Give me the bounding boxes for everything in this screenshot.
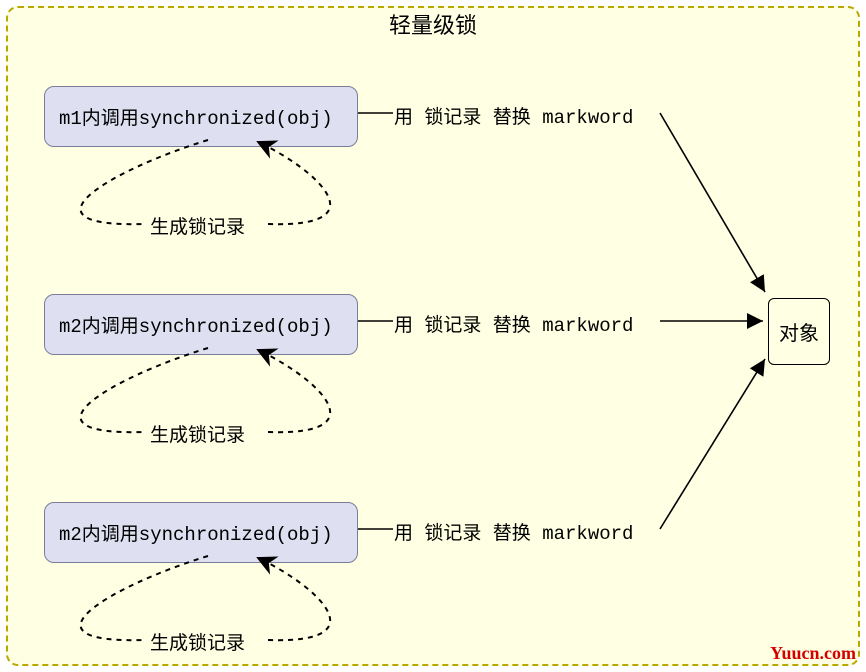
diagram-title: 轻量级锁 <box>0 8 866 40</box>
target-object: 对象 <box>768 298 830 365</box>
node-label: m2内调用synchronized(obj) <box>59 524 333 546</box>
node-m2b: m2内调用synchronized(obj) <box>44 502 358 563</box>
diagram-canvas: 轻量级锁 m1内调用synchronized(obj) m2内调用synchro… <box>0 0 866 672</box>
edge-label-1: 用 锁记录 替换 markword <box>394 102 633 129</box>
edge-label-2: 用 锁记录 替换 markword <box>394 310 633 337</box>
edge-label-3: 用 锁记录 替换 markword <box>394 518 633 545</box>
node-m2a: m2内调用synchronized(obj) <box>44 294 358 355</box>
loop-label-1: 生成锁记录 <box>148 212 247 239</box>
loop-label-2: 生成锁记录 <box>148 420 247 447</box>
node-label: m1内调用synchronized(obj) <box>59 108 333 130</box>
target-label: 对象 <box>779 323 819 345</box>
loop-label-3: 生成锁记录 <box>148 628 247 655</box>
node-label: m2内调用synchronized(obj) <box>59 316 333 338</box>
node-m1: m1内调用synchronized(obj) <box>44 86 358 147</box>
watermark: Yuucn.com <box>770 643 856 664</box>
